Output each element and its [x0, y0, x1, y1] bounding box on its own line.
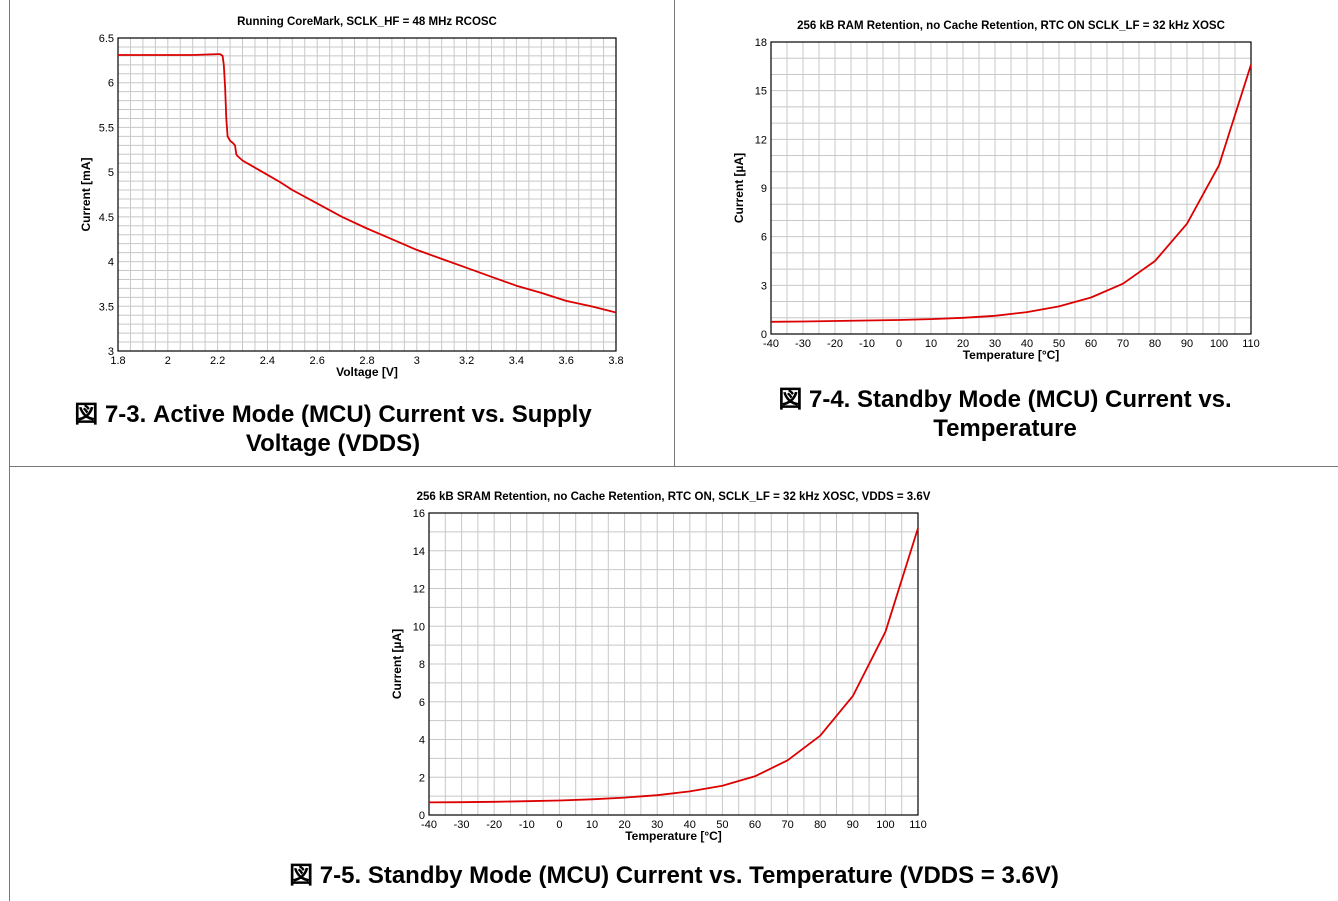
series-line — [428, 527, 919, 804]
x-tick-label: -30 — [795, 338, 811, 350]
x-tick-label: -40 — [421, 819, 437, 831]
x-tick-label: 2.2 — [210, 355, 225, 367]
x-tick-label: 110 — [1242, 338, 1260, 350]
y-tick-label: 3.5 — [99, 301, 114, 313]
y-tick-label: 16 — [413, 508, 425, 520]
series-line — [770, 64, 1252, 323]
x-tick-label: 1.8 — [110, 355, 125, 367]
y-tick-label: 4 — [108, 257, 114, 269]
x-tick-label: 80 — [814, 819, 826, 831]
x-tick-label: -20 — [827, 338, 843, 350]
x-tick-label: 70 — [781, 819, 793, 831]
figure-7-4: -40 -30 -20 -10 0 10 20 30 40 50 60 70 80 90 100 110 0 3 6… — [675, 0, 1338, 466]
y-tick-label: 6 — [761, 232, 767, 244]
y-tick-label: 5.5 — [99, 122, 114, 134]
plot-area-frame — [428, 512, 919, 816]
x-tick-label: 40 — [684, 819, 696, 831]
y-tick-label: 5 — [108, 167, 114, 179]
x-tick-label: 3 — [414, 355, 420, 367]
x-tick-label: 0 — [896, 338, 902, 350]
x-tick-label: 110 — [909, 819, 927, 831]
figure-7-3: 1.8 2 2.2 2.4 2.6 2.8 3 3.2 3.4 3.6 3.8 3 3.5 4 4.5 5 5.… — [10, 0, 674, 466]
y-tick-label: 12 — [755, 134, 767, 146]
x-tick-label: 40 — [1021, 338, 1033, 350]
y-tick-label: 10 — [413, 621, 425, 633]
y-axis-label: Current [µA] — [732, 153, 746, 223]
x-tick-label: 20 — [618, 819, 630, 831]
frame-left-border — [9, 0, 10, 901]
plot-area-frame — [770, 41, 1252, 335]
x-tick-label: -10 — [859, 338, 875, 350]
x-tick-label: -30 — [454, 819, 470, 831]
chart-fig3: 1.8 2 2.2 2.4 2.6 2.8 3 3.2 3.4 3.6 3.8 3 3.5 4 4.5 5 5.… — [79, 16, 624, 379]
figure-7-4-caption: 図 7-4. Standby Mode (MCU) Current vs. Te… — [778, 386, 1232, 442]
series-line — [118, 53, 617, 314]
grid — [770, 41, 1252, 335]
x-tick-label: 20 — [957, 338, 969, 350]
y-tick-label: 9 — [761, 183, 767, 195]
x-tick-label: 2.8 — [359, 355, 374, 367]
x-tick-label: 60 — [749, 819, 761, 831]
frame-center-divider — [674, 0, 675, 466]
x-tick-label: 10 — [925, 338, 937, 350]
x-tick-label: 70 — [1117, 338, 1129, 350]
x-tick-label: 10 — [586, 819, 598, 831]
y-tick-label: 4.5 — [99, 212, 114, 224]
grid — [117, 37, 617, 352]
x-tick-label: 3.8 — [608, 355, 623, 367]
x-tick-label: 2.4 — [260, 355, 275, 367]
x-tick-label: 30 — [651, 819, 663, 831]
x-tick-label: -10 — [519, 819, 535, 831]
y-tick-label: 3 — [108, 346, 114, 358]
y-tick-label: 4 — [419, 735, 425, 747]
y-tick-label: 18 — [755, 37, 767, 49]
y-axis-label: Current [mA] — [79, 157, 93, 231]
x-tick-label: 50 — [716, 819, 728, 831]
chart-title: 256 kB SRAM Retention, no Cache Retentio… — [417, 491, 931, 503]
y-axis-label: Current [µA] — [390, 629, 404, 699]
chart-title: Running CoreMark, SCLK_HF = 48 MHz RCOSC — [237, 16, 497, 28]
y-tick-label: 3 — [761, 280, 767, 292]
y-tick-label: 12 — [413, 584, 425, 596]
x-tick-label: 2 — [165, 355, 171, 367]
x-tick-label: 3.4 — [509, 355, 524, 367]
frame-row-divider — [9, 466, 1338, 467]
y-tick-label: 8 — [419, 659, 425, 671]
y-tick-label: 0 — [419, 810, 425, 822]
x-tick-label: 3.2 — [459, 355, 474, 367]
x-axis-label: Temperature [°C] — [963, 348, 1060, 362]
grid — [428, 512, 919, 816]
figure-7-5-caption: 図 7-5. Standby Mode (MCU) Current vs. Te… — [289, 862, 1059, 889]
chart-title: 256 kB RAM Retention, no Cache Retention… — [797, 20, 1225, 32]
y-tick-label: 6 — [419, 697, 425, 709]
x-tick-label: 60 — [1085, 338, 1097, 350]
x-tick-label: 0 — [556, 819, 562, 831]
chart-fig4: -40 -30 -20 -10 0 10 20 30 40 50 60 70 80 90 100 110 0 3 6… — [732, 20, 1260, 362]
figure-7-5: -40 -30 -20 -10 0 10 20 30 40 50 60 70 80 90 100 110 0 2 4… — [10, 467, 1338, 901]
x-tick-label: 50 — [1053, 338, 1065, 350]
x-tick-label: 90 — [1181, 338, 1193, 350]
x-axis-label: Voltage [V] — [336, 365, 398, 379]
x-tick-label: 100 — [876, 819, 894, 831]
y-tick-label: 14 — [413, 546, 425, 558]
x-tick-label: 30 — [989, 338, 1001, 350]
y-tick-label: 6 — [108, 78, 114, 90]
x-tick-label: 90 — [847, 819, 859, 831]
y-tick-label: 6.5 — [99, 33, 114, 45]
x-tick-label: -20 — [486, 819, 502, 831]
y-tick-label: 2 — [419, 772, 425, 784]
chart-fig5: -40 -30 -20 -10 0 10 20 30 40 50 60 70 80 90 100 110 0 2 4… — [390, 491, 931, 843]
x-tick-label: 3.6 — [559, 355, 574, 367]
x-tick-label: 2.6 — [310, 355, 325, 367]
y-tick-label: 0 — [761, 329, 767, 341]
x-tick-label: 100 — [1210, 338, 1228, 350]
x-tick-label: 80 — [1149, 338, 1161, 350]
figure-7-3-caption: 図 7-3. Active Mode (MCU) Current vs. Sup… — [74, 401, 592, 457]
y-tick-label: 15 — [755, 86, 767, 98]
x-tick-label: -40 — [763, 338, 779, 350]
x-axis-label: Temperature [°C] — [625, 829, 722, 843]
plot-area-frame — [117, 37, 617, 352]
